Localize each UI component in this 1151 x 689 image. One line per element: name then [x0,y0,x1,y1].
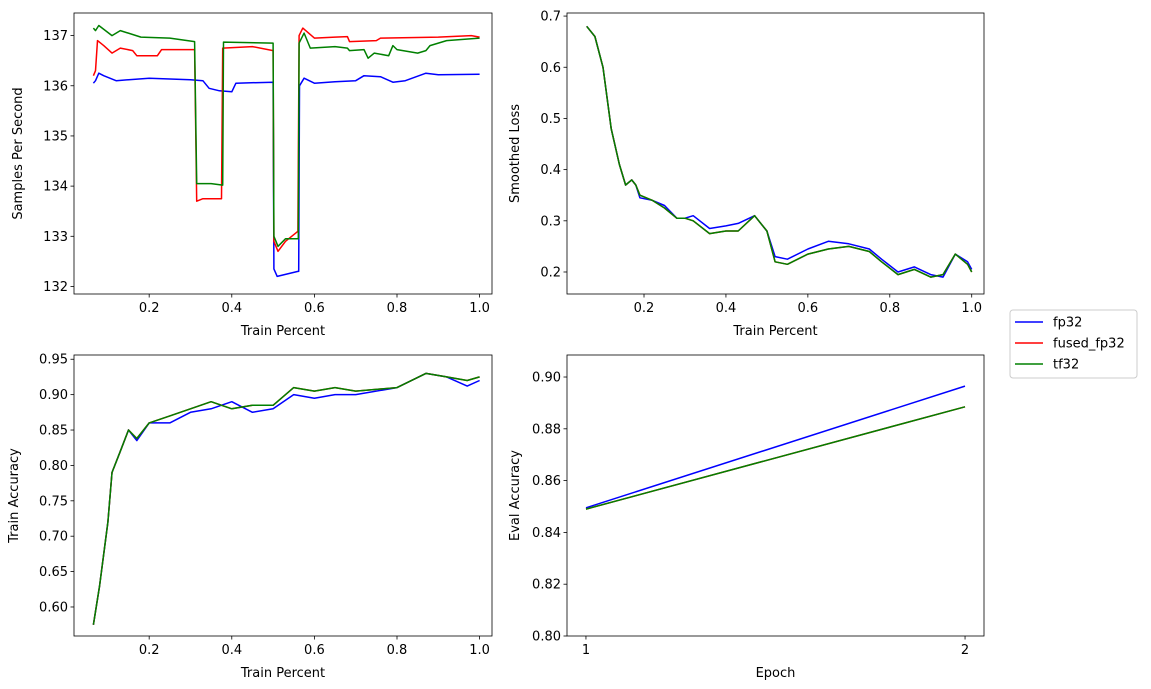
x-tick-label: 0.8 [387,643,408,658]
x-tick-label: 1 [582,643,590,658]
series-line-fused_fp32 [586,25,973,278]
legend-label-tf32: tf32 [1053,358,1079,373]
x-tick-label: 0.6 [304,643,325,658]
y-tick-label: 0.88 [532,422,561,437]
x-axis-label: Train Percent [240,324,325,339]
y-tick-label: 0.85 [39,424,68,439]
y-tick-label: 136 [43,79,68,94]
y-tick-label: 0.2 [540,265,561,280]
y-tick-label: 132 [43,280,68,295]
x-tick-label: 0.4 [221,301,242,316]
x-axis-label: Train Percent [240,666,325,681]
x-tick-label: 1.0 [469,643,490,658]
legend-label-fused_fp32: fused_fp32 [1053,337,1125,352]
subplot-1: 0.2 0.4 0.6 0.8 1.0 132 133 134 135 136 137 Train P… [11,12,493,339]
axes-frame [73,354,493,637]
x-axis-label: Epoch [756,666,796,681]
x-tick-label: 2 [961,643,969,658]
y-tick-label: 0.82 [532,578,561,593]
x-tick-label: 0.4 [221,643,242,658]
y-tick-label: 0.95 [39,353,68,368]
y-axis-label: Samples Per Second [11,87,26,219]
y-tick-label: 0.90 [532,371,561,386]
legend-frame [1009,309,1138,379]
series-line-fused_fp32 [92,372,480,625]
x-tick-label: 0.6 [304,301,325,316]
x-tick-label: 1.0 [961,301,982,316]
series-line-fp32 [92,72,480,278]
y-tick-label: 135 [43,129,68,144]
y-tick-label: 0.3 [540,214,561,229]
y-tick-label: 0.4 [540,163,561,178]
legend: fp32 fused_fp32 tf32 [1009,309,1138,379]
y-tick-label: 0.60 [39,600,68,615]
x-tick-label: 0.4 [716,301,737,316]
axes-frame [73,12,493,295]
y-tick-label: 0.5 [540,112,561,127]
series-line-fp32 [586,25,973,278]
subplot-4: 1 2 0.80 0.82 0.84 0.86 0.88 0.90 Epoch Eval Accu… [508,354,985,681]
x-tick-label: 0.8 [387,301,408,316]
y-axis-label: Eval Accuracy [508,450,523,541]
y-tick-label: 133 [43,230,68,245]
y-axis-label: Train Accuracy [7,448,22,544]
y-tick-label: 137 [43,29,68,44]
subplot-2: 0.2 0.4 0.6 0.8 1.0 0.2 0.3 0.4 0.5 0.6 0.7 Train P… [508,10,985,339]
y-tick-label: 134 [43,180,68,195]
y-tick-label: 0.75 [39,494,68,509]
y-tick-label: 0.80 [532,630,561,645]
series-line-fp32 [585,385,966,509]
series-line-fp32 [92,372,480,625]
axes-frame [566,12,985,295]
y-tick-label: 0.7 [540,10,561,25]
series-line-tf32 [585,406,966,510]
subplot-3: 0.2 0.4 0.6 0.8 1.0 0.60 0.65 0.70 0.75 0.80 0.85 0… [7,353,493,681]
series-line-tf32 [92,24,480,248]
x-tick-label: 0.2 [634,301,655,316]
legend-label-fp32: fp32 [1053,316,1082,331]
series-line-tf32 [586,25,973,278]
axes-frame [566,354,985,637]
x-tick-label: 0.8 [879,301,900,316]
x-axis-label: Train Percent [732,324,817,339]
x-tick-label: 0.2 [139,643,160,658]
y-tick-label: 0.86 [532,474,561,489]
series-line-fused_fp32 [92,27,480,253]
x-tick-label: 1.0 [469,301,490,316]
y-tick-label: 0.6 [540,61,561,76]
series-line-tf32 [92,372,480,625]
x-tick-label: 0.2 [139,301,160,316]
y-tick-label: 0.84 [532,526,561,541]
y-tick-label: 0.90 [39,388,68,403]
y-tick-label: 0.65 [39,565,68,580]
y-tick-label: 0.80 [39,459,68,474]
x-tick-label: 0.6 [798,301,819,316]
y-axis-label: Smoothed Loss [508,104,523,203]
y-tick-label: 0.70 [39,530,68,545]
